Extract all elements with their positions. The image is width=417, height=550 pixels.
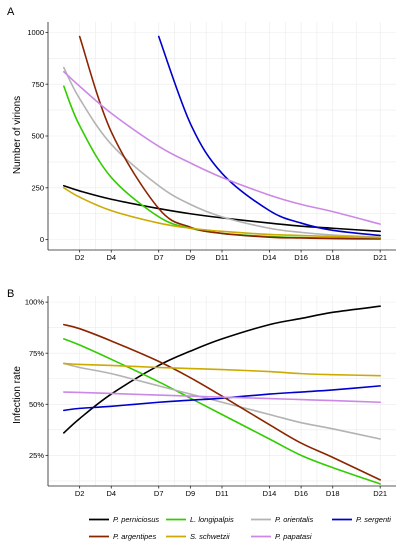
panel-b-x-tick-label: D2	[75, 489, 85, 498]
panel-a-y-tick-label: 1000	[27, 28, 44, 37]
panel-b-x-tick-label: D9	[186, 489, 196, 498]
panel-b-x-tick-label: D21	[373, 489, 387, 498]
panel-b-axes: D2 D4 D7 D9 D11 D14 D16 D18 D21 25% 50% 75% 100%	[25, 296, 396, 498]
panel-a-y-tick-label: 250	[31, 183, 44, 192]
panel-b-y-tick-label: 100%	[25, 298, 45, 307]
panel-a-y-tick-label: 750	[31, 80, 44, 89]
panel-b-x-tick-label: D14	[263, 489, 277, 498]
panel-b-grid	[48, 296, 396, 486]
panel-b-x-tick-label: D18	[326, 489, 340, 498]
legend-label: P. perniciosus	[113, 515, 159, 524]
legend-item-p-orientalis: P. orientalis	[251, 515, 313, 524]
legend-label: L. longipalpis	[190, 515, 234, 524]
panel-a-grid	[48, 22, 396, 250]
panel-a-series-p-argentipes	[78, 35, 381, 240]
panel-b-x-tick-label: D7	[154, 489, 164, 498]
panel-b: B Infection rate D2 D4 D7 D9 D11 D14 D16 D18 D21…	[7, 288, 396, 498]
panel-b-x-tick-label: D4	[106, 489, 116, 498]
legend: P. perniciosus L. longipalpis P. orientali…	[89, 515, 391, 541]
panel-a-x-tick-label: D18	[326, 253, 340, 262]
legend-item-p-argentipes: P. argentipes	[89, 532, 156, 541]
panel-a-series-p-sergenti	[157, 35, 381, 237]
legend-item-p-papatasi: P. papatasi	[251, 532, 312, 541]
panel-a-series-p-papatasi	[63, 70, 381, 225]
panel-b-x-tick-label: D11	[215, 489, 228, 498]
panel-b-series-p-papatasi	[63, 391, 381, 404]
panel-b-label: B	[7, 288, 14, 300]
panel-a-x-tick-label: D21	[373, 253, 387, 262]
panel-b-x-tick-label: D16	[294, 489, 308, 498]
panel-a-y-axis-title: Number of virions	[12, 96, 23, 174]
panel-b-series-p-orientalis	[63, 362, 381, 440]
panel-a-x-tick-label: D14	[263, 253, 277, 262]
panel-a-x-tick-label: D4	[106, 253, 116, 262]
panel-a-axes: D2 D4 D7 D9 D11 D14 D16 D18 D21 0 250 500 750 1000	[27, 22, 396, 262]
panel-a: A Number of virions D2 D4 D7 D9 D11 D14 D16 D18…	[7, 6, 396, 262]
panel-b-y-tick-label: 25%	[29, 451, 44, 460]
panel-a-y-tick-label: 500	[31, 132, 44, 141]
legend-item-s-schwetzii: S. schwetzii	[166, 532, 230, 541]
panel-b-y-tick-label: 75%	[29, 349, 44, 358]
panel-b-y-axis-title: Infection rate	[12, 366, 23, 424]
legend-item-p-perniciosus: P. perniciosus	[89, 515, 159, 524]
panel-b-series-p-sergenti	[63, 385, 381, 412]
panel-a-x-tick-label: D7	[154, 253, 164, 262]
panel-a-series-s-schwetzii	[63, 187, 381, 239]
panel-a-x-tick-label: D2	[75, 253, 85, 262]
panel-b-series-l-longipalpis	[63, 338, 381, 485]
legend-label: P. orientalis	[275, 515, 313, 524]
panel-a-x-tick-label: D9	[186, 253, 196, 262]
legend-label: P. argentipes	[113, 532, 156, 541]
panel-a-series	[63, 35, 381, 240]
panel-a-x-tick-label: D11	[215, 253, 228, 262]
legend-label: S. schwetzii	[190, 532, 230, 541]
legend-item-l-longipalpis: L. longipalpis	[166, 515, 234, 524]
panel-b-series	[63, 305, 381, 485]
legend-label: P. papatasi	[275, 532, 312, 541]
legend-label: P. sergenti	[356, 515, 391, 524]
panel-a-label: A	[7, 6, 15, 18]
panel-b-series-s-schwetzii	[63, 362, 381, 377]
panel-b-y-tick-label: 50%	[29, 400, 44, 409]
panel-a-y-tick-label: 0	[40, 235, 44, 244]
panel-b-series-p-argentipes	[63, 323, 381, 481]
panel-a-series-p-orientalis	[63, 66, 381, 238]
legend-item-p-sergenti: P. sergenti	[332, 515, 391, 524]
panel-a-x-tick-label: D16	[294, 253, 308, 262]
